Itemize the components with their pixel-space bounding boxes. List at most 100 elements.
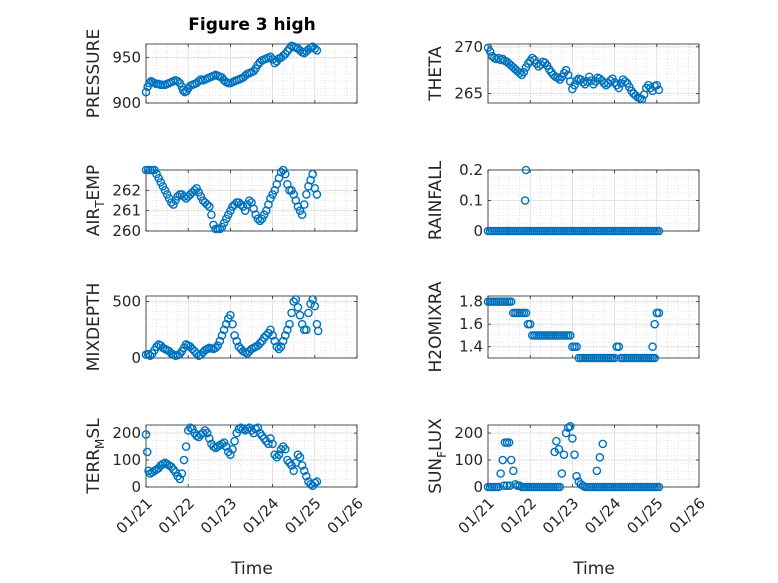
data-point	[515, 68, 524, 78]
data-point	[620, 77, 630, 86]
x-tick-label: 01/23	[197, 494, 240, 537]
data-point	[162, 190, 172, 199]
y-axis-label-mixdepth: MIXDEPTH	[84, 283, 104, 372]
data-point	[274, 344, 284, 354]
data-point	[502, 481, 512, 490]
data-point	[568, 434, 577, 443]
y-tick-label: 100	[454, 451, 483, 469]
data-point	[257, 214, 267, 224]
data-point	[601, 80, 611, 90]
data-point	[228, 319, 237, 329]
data-point	[276, 167, 286, 177]
x-tick-label: 01/25	[281, 494, 324, 537]
data-point	[230, 436, 239, 446]
y-tick-label: 1.8	[459, 293, 483, 311]
data-point	[178, 85, 188, 95]
data-point	[498, 455, 508, 465]
data-point	[302, 190, 311, 199]
data-point	[152, 342, 161, 352]
data-point	[173, 192, 182, 201]
data-point	[249, 428, 258, 438]
data-point	[278, 51, 288, 61]
data-point	[506, 297, 516, 306]
data-point	[570, 80, 579, 90]
data-point	[217, 222, 227, 232]
data-point	[266, 434, 275, 443]
data-point	[505, 481, 515, 490]
data-point	[261, 331, 271, 340]
y-tick-label: 900	[112, 94, 141, 112]
data-point	[145, 351, 155, 361]
data-point	[289, 297, 299, 306]
data-point	[255, 339, 265, 348]
data-point	[230, 200, 239, 209]
y-tick-label: 100	[112, 451, 141, 469]
data-point	[310, 301, 320, 311]
data-point	[242, 200, 252, 209]
data-point	[496, 469, 505, 478]
y-axis-label-terrmsl: TERRMSL	[84, 418, 107, 495]
data-point	[291, 295, 301, 304]
data-point	[268, 190, 277, 199]
axes-theta: 265 270 THETA	[426, 38, 700, 104]
data-point	[223, 210, 233, 220]
x-tick-label: 01/22	[155, 494, 198, 537]
data-point	[152, 169, 161, 179]
data-point	[606, 76, 615, 85]
data-point	[270, 58, 280, 68]
data-point	[175, 474, 185, 484]
data-point	[177, 469, 187, 478]
data-point	[283, 325, 292, 335]
data-point	[226, 206, 235, 215]
data-point	[204, 202, 214, 211]
data-point	[308, 169, 317, 179]
data-point	[253, 423, 263, 432]
x-tick-label: 01/22	[497, 494, 540, 537]
data-point	[295, 46, 305, 55]
data-point	[614, 83, 624, 93]
y-tick-label: 261	[112, 202, 141, 220]
data-point	[559, 450, 569, 459]
data-point	[550, 447, 559, 457]
data-point	[295, 453, 305, 462]
data-point	[219, 438, 229, 447]
axes-h2omixra: 1.4 1.6 1.8 H2OMIXRA	[426, 281, 700, 373]
data-point	[228, 444, 237, 454]
data-point	[302, 325, 311, 335]
data-point	[215, 336, 225, 346]
data-point	[207, 210, 216, 220]
data-point	[188, 424, 197, 434]
data-point	[268, 439, 277, 449]
data-point	[504, 438, 514, 447]
data-point	[654, 85, 664, 95]
data-point	[654, 226, 664, 236]
data-point	[521, 308, 531, 318]
data-point	[302, 471, 311, 481]
data-point	[192, 183, 201, 193]
data-point	[268, 331, 277, 340]
data-point	[190, 346, 199, 356]
data-point	[519, 67, 529, 77]
y-tick-label: 0.2	[459, 161, 483, 179]
data-point	[270, 336, 280, 346]
data-point	[299, 200, 309, 209]
x-axis-label-right: Time	[572, 559, 615, 579]
data-point	[156, 177, 166, 187]
data-point	[211, 343, 220, 353]
data-point	[142, 447, 152, 457]
data-point	[565, 331, 575, 340]
data-point	[610, 353, 619, 363]
data-point	[528, 53, 537, 63]
data-point	[595, 74, 605, 83]
axes-frame	[145, 295, 358, 359]
x-tick-label: 01/21	[455, 494, 498, 537]
data-point	[293, 302, 303, 312]
data-point	[312, 477, 322, 486]
axes-frame	[487, 43, 700, 104]
data-point	[221, 214, 231, 224]
data-point	[158, 181, 168, 191]
data-point	[312, 319, 322, 329]
figure-title: Figure 3 high	[188, 15, 316, 35]
x-axis-label-left: Time	[230, 559, 273, 579]
axes-airtemp: 260 261 262 AIRTEMP	[84, 165, 358, 240]
